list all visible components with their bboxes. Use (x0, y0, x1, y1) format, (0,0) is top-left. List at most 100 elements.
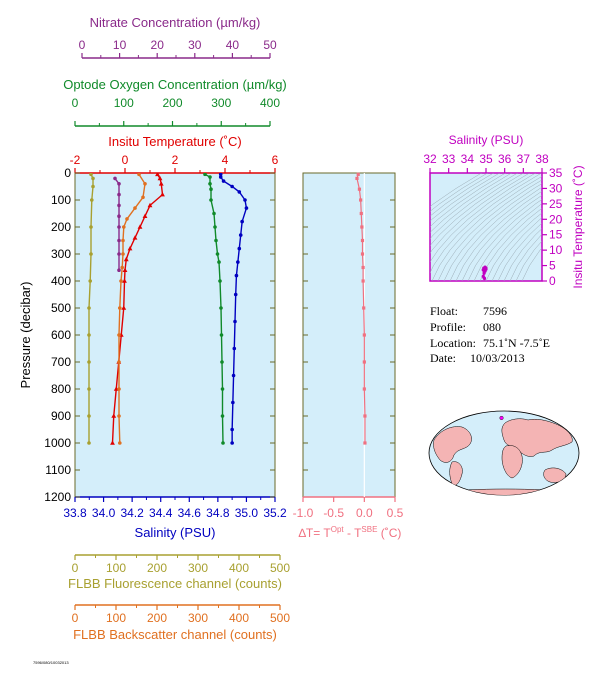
salinity-axis: 33.8 34.0 34.2 34.4 34.6 34.8 35.0 35.2 Salinit… (63, 497, 287, 540)
temperature-point (160, 192, 165, 197)
delta-t-point (360, 225, 364, 229)
oxygen-point (209, 198, 213, 202)
footer-stamp: 7596/080/10032013 (33, 660, 69, 665)
temperature-point (122, 267, 128, 272)
ts-y-tick-label: 30 (549, 181, 563, 195)
fluorescence-point (87, 441, 91, 445)
delta-t-point (362, 360, 366, 364)
fluorescence-point (87, 306, 91, 310)
nitrate-point (117, 225, 121, 229)
pressure-tick-label: 1000 (44, 436, 71, 450)
temperature-point (122, 278, 127, 283)
ts-density-contour (467, 199, 542, 281)
temperature-point (127, 246, 133, 251)
salinity-point (233, 292, 238, 297)
fluorescence-tick-label: 400 (229, 561, 249, 575)
pressure-tick-label: 1100 (45, 463, 71, 477)
land-mass (501, 418, 573, 457)
ts-y-tick-label: 25 (549, 197, 563, 211)
pressure-axis: 0 100 200 300 400 500 600 700 800 900 1000 1100 1200 (44, 166, 275, 504)
backscatter-point (133, 206, 137, 210)
pressure-tick-label: 200 (51, 220, 71, 234)
ts-density-contour (430, 173, 536, 263)
date-label: Date: (430, 351, 456, 365)
temperature-tick-label: -2 (70, 153, 81, 167)
temperature-point (137, 224, 143, 229)
nitrate-point (117, 214, 121, 218)
salinity-point (243, 198, 247, 202)
delta-t-series (355, 172, 367, 445)
ts-density-contour (503, 228, 542, 281)
delta-t-point (355, 176, 359, 180)
salinity-point (244, 206, 249, 210)
fluorescence-point (91, 176, 95, 181)
ts-density-contour (430, 173, 482, 207)
fluorescence-point (90, 198, 94, 202)
pressure-tick-label: 500 (51, 301, 71, 315)
delta-t-point (360, 252, 365, 256)
salinity-point (218, 173, 223, 177)
backscatter-axis: 0 100 200 300 400 500 FLBB Backscatter channe… (72, 604, 290, 642)
backscatter-tick-label: 100 (106, 611, 126, 625)
pressure-tick-label: 0 (64, 166, 71, 180)
salinity-point (240, 219, 244, 224)
ts-density-contour (430, 173, 524, 246)
fluorescence-point (91, 184, 95, 189)
salinity-point (218, 175, 223, 179)
backscatter-point (117, 360, 121, 364)
temperature-tick-label: 2 (172, 153, 179, 167)
salinity-point (221, 179, 226, 183)
salinity-tick-label: 35.0 (235, 506, 259, 520)
nitrate-axis: Nitrate Concentration (µm/kg) 0 10 20 30 40 5… (79, 15, 277, 59)
float-label: Float: (430, 304, 458, 318)
salinity-point (231, 400, 235, 405)
pressure-tick-label: 100 (51, 193, 71, 207)
delta-t-tick-label: -0.5 (323, 506, 344, 520)
ts-series (481, 265, 488, 281)
ts-point (482, 276, 487, 281)
backscatter-tick-label: 300 (188, 611, 208, 625)
delta-t-tick-label: -1.0 (293, 506, 314, 520)
location-label: Location: (430, 336, 476, 350)
delta-t-point (361, 265, 365, 270)
oxygen-point (221, 441, 225, 445)
ts-density-contour (509, 233, 542, 281)
date-value: 10/03/2013 (470, 351, 525, 365)
ts-plot-area (429, 172, 543, 282)
salinity-tick-label: 34.4 (149, 506, 173, 520)
delta-t-point (359, 198, 363, 202)
float-location-marker (499, 415, 504, 420)
oxygen-point (220, 414, 225, 418)
fluorescence-tick-label: 100 (106, 561, 126, 575)
oxygen-point (212, 211, 216, 216)
ts-density-contour (430, 173, 518, 240)
land-mass (449, 461, 463, 486)
temperature-tick-label: 6 (272, 153, 279, 167)
salinity-point (234, 273, 239, 278)
ts-x-tick-label: 35 (479, 152, 493, 166)
fluorescence-point (89, 225, 93, 229)
nitrate-tick-label: 20 (151, 38, 165, 52)
backscatter-point (119, 279, 123, 283)
oxygen-point (213, 225, 217, 229)
salinity-point (231, 373, 236, 378)
delta-t-point (363, 414, 367, 418)
ts-density-contour (430, 173, 512, 233)
fluorescence-point (88, 279, 92, 283)
oxygen-point (220, 360, 224, 364)
land-mass (501, 445, 523, 479)
fluorescence-tick-label: 300 (188, 561, 208, 575)
delta-t-tick-label: 0.5 (387, 506, 404, 520)
temperature-point (142, 213, 148, 218)
nitrate-tick-label: 30 (188, 38, 202, 52)
nitrate-tick-label: 50 (263, 38, 277, 52)
ts-density-contour (430, 173, 494, 217)
pressure-tick-label: 400 (51, 274, 71, 288)
salinity-point (230, 184, 234, 189)
fluorescence-point (89, 252, 93, 256)
ts-x-tick-label: 34 (461, 152, 475, 166)
backscatter-profile-line (118, 173, 146, 444)
oxygen-point (215, 252, 220, 256)
fluorescence-tick-label: 500 (270, 561, 290, 575)
land-mass (439, 488, 576, 495)
